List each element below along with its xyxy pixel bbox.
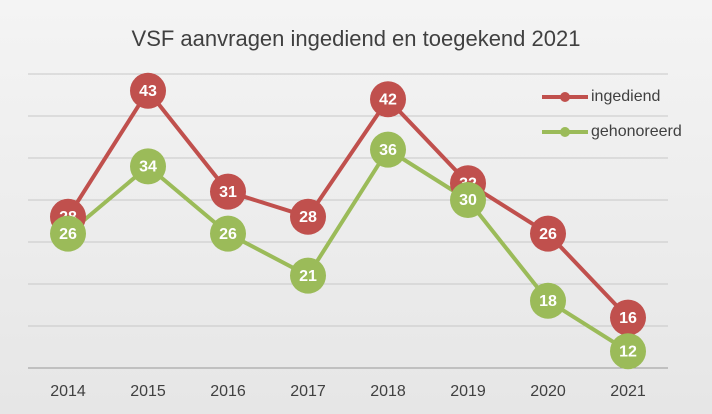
point <box>130 72 166 109</box>
point <box>610 299 646 336</box>
x-tick-label: 2017 <box>290 383 326 400</box>
point <box>290 257 326 294</box>
data-label: 26 <box>59 226 77 243</box>
point <box>210 173 246 210</box>
point <box>50 215 86 252</box>
point <box>450 182 486 218</box>
data-label: 34 <box>139 159 157 176</box>
data-label: 31 <box>219 184 237 201</box>
legend-label: gehonoreerd <box>591 123 682 140</box>
x-tick-label: 2014 <box>50 383 86 400</box>
point <box>530 282 566 319</box>
data-label: 21 <box>299 268 317 285</box>
x-tick-label: 2018 <box>370 383 406 400</box>
data-label: 28 <box>299 209 317 226</box>
data-label: 16 <box>619 310 637 327</box>
point <box>130 148 166 185</box>
legend-marker <box>560 92 570 102</box>
point <box>610 333 646 370</box>
data-label: 18 <box>539 293 557 310</box>
data-label: 43 <box>139 83 157 100</box>
point <box>290 198 326 235</box>
point <box>210 215 246 252</box>
point <box>370 131 406 168</box>
legend-label: ingediend <box>591 88 660 105</box>
point <box>370 81 406 118</box>
x-tick-label: 2020 <box>530 383 566 400</box>
x-tick-label: 2016 <box>210 383 246 400</box>
legend-marker <box>560 127 570 137</box>
data-label: 36 <box>379 142 397 159</box>
data-label: 12 <box>619 343 637 360</box>
x-tick-label: 2015 <box>130 383 166 400</box>
chart-title: VSF aanvragen ingediend en toegekend 202… <box>132 26 581 51</box>
data-label: 26 <box>539 226 557 243</box>
data-label: 30 <box>459 192 477 209</box>
data-label: 42 <box>379 91 397 108</box>
x-tick-label: 2021 <box>610 383 646 400</box>
point <box>530 215 566 252</box>
x-tick-label: 2019 <box>450 383 486 400</box>
data-label: 26 <box>219 226 237 243</box>
